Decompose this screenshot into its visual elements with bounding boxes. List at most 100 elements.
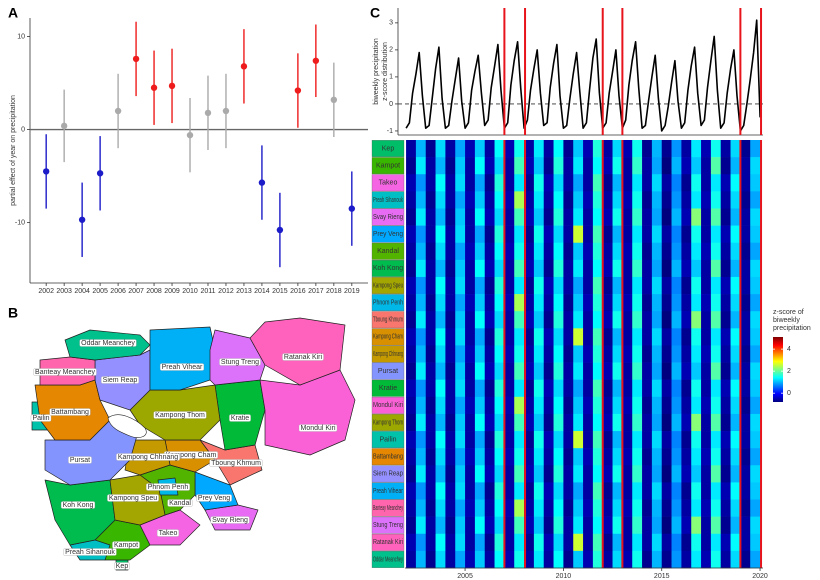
heat-cell: [465, 174, 476, 192]
heat-cell: [750, 482, 761, 500]
heat-cell: [543, 533, 554, 552]
heat-cell: [583, 396, 594, 415]
province: [209, 329, 266, 386]
heat-cell: [533, 259, 545, 278]
heat-cell: [651, 448, 663, 466]
heat-cell: [602, 328, 613, 346]
row-label: Battambang: [373, 454, 403, 461]
heat-cell: [553, 242, 564, 261]
heat-cell: [474, 362, 486, 380]
heat-cell: [474, 174, 486, 192]
heat-cell: [553, 448, 564, 466]
heat-cell: [612, 362, 623, 380]
heat-cell: [494, 225, 505, 244]
heat-cell: [642, 396, 653, 415]
heat-cell: [425, 448, 436, 466]
heat-cell: [425, 174, 436, 192]
heat-cell: [484, 516, 495, 535]
heat-cell: [642, 550, 653, 569]
heat-cell: [671, 311, 682, 329]
heat-cell: [573, 174, 584, 192]
heat-cell: [553, 516, 564, 535]
heat-cell: [445, 242, 456, 261]
heat-cell: [455, 533, 466, 552]
heat-cell: [632, 413, 643, 432]
heat-cell: [583, 499, 594, 517]
row-label: Pailin: [379, 436, 396, 443]
province-label: Banteay Meanchey: [35, 369, 95, 376]
heat-cell: [504, 242, 515, 261]
heat-cell: [622, 550, 633, 569]
heat-cell: [455, 482, 466, 500]
heat-cell: [671, 157, 682, 175]
province-label: Kandal: [169, 500, 191, 507]
province-label-bg: [219, 358, 261, 366]
heat-cell: [622, 259, 633, 278]
province-label-bg: [298, 424, 338, 432]
heat-cell: [691, 396, 702, 415]
heat-cell: [563, 208, 574, 226]
heat-cell: [494, 345, 505, 363]
heat-cell: [730, 157, 741, 175]
heat-cell: [406, 533, 417, 552]
heat-cell: [740, 516, 751, 535]
province-label-bg: [112, 541, 140, 549]
province-label: Pailin: [32, 415, 49, 422]
heat-cell: [710, 516, 722, 535]
heat-cell: [612, 345, 623, 363]
heat-cell: [504, 345, 515, 363]
heat-cell: [445, 208, 456, 226]
heat-cell: [524, 413, 535, 432]
heat-cell: [494, 396, 505, 415]
heat-cell: [543, 259, 554, 278]
heat-cell: [455, 431, 466, 449]
heat-cell: [691, 208, 702, 226]
heat-cell: [642, 448, 653, 466]
heat-cell: [671, 345, 682, 363]
province-label: Kampong Chhnang: [118, 454, 178, 461]
heat-cell: [651, 140, 663, 158]
heat-cell: [504, 533, 515, 552]
heat-cell: [514, 259, 525, 278]
province-label: Kratie: [231, 415, 249, 422]
point: [348, 205, 356, 212]
heat-cell: [602, 482, 613, 500]
heat-cell: [612, 208, 623, 226]
heat-cell: [533, 413, 545, 432]
row-label: Phnom Penh: [373, 299, 403, 306]
heat-cell: [425, 516, 436, 535]
heat-cell: [543, 448, 554, 466]
heat-cell: [445, 259, 456, 278]
heat-cell: [651, 345, 663, 363]
row-label-box: [371, 448, 405, 466]
heat-cell: [681, 328, 692, 346]
heat-cell: [642, 208, 653, 226]
heat-cell: [602, 413, 613, 432]
heat-cell: [484, 242, 495, 261]
heat-cell: [533, 431, 545, 449]
heat-cell: [701, 276, 712, 295]
heat-cell: [592, 465, 604, 483]
heat-cell: [504, 157, 515, 175]
heat-cell: [415, 328, 427, 346]
heat-cell: [465, 328, 476, 346]
heat-cell: [583, 259, 594, 278]
point: [240, 63, 248, 70]
heat-cell: [661, 533, 672, 552]
heat-cell: [622, 276, 633, 295]
heat-cell: [524, 499, 535, 517]
heat-cell: [622, 396, 633, 415]
heat-cell: [602, 294, 613, 312]
heat-cell: [524, 345, 535, 363]
heat-cell: [651, 482, 663, 500]
heat-cell: [592, 345, 604, 363]
row-label-box: [371, 482, 405, 500]
heat-cell: [553, 379, 564, 398]
heat-cell: [681, 174, 692, 192]
row-label: Preah Sihanouk: [373, 197, 403, 204]
heat-cell: [445, 191, 456, 209]
heat-cell: [681, 140, 692, 158]
row-label-box: [371, 499, 405, 517]
heat-cell: [612, 550, 623, 569]
heat-cell: [661, 311, 672, 329]
